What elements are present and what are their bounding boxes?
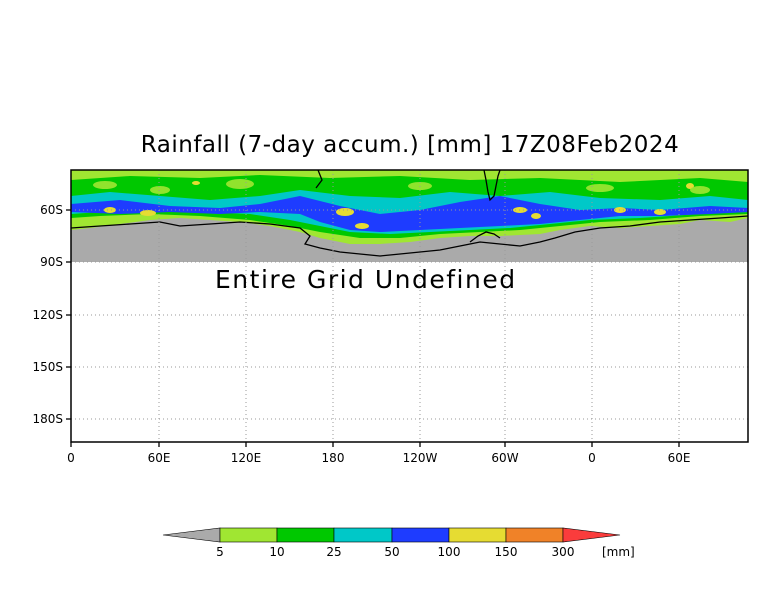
x-tick-label: 180 [322,451,345,465]
x-tick-label: 60W [491,451,518,465]
x-tick-label: 0 [588,451,596,465]
rain-speckle [93,179,710,194]
colorbar-upper-triangle [562,527,621,543]
x-tick-label: 60E [668,451,691,465]
x-tick-label: 60E [148,451,171,465]
antarctic-peninsula [469,231,501,243]
x-tick-label: 120E [231,451,262,465]
y-tick-label: 150S [32,360,63,374]
colorbar-unit-label: [mm] [602,545,635,559]
new-zealand-coastline [315,170,323,189]
colorbar-tick-label: 150 [495,545,518,559]
colorbar-tick-label: 10 [269,545,284,559]
plot-frame [70,169,749,443]
colorbar-tick-label: 25 [326,545,341,559]
undefined-grid-message: Entire Grid Undefined [215,265,517,294]
south-america-coastline [483,170,501,202]
x-axis: 0 60E 120E 180 120W 60W 0 60E [67,442,690,465]
y-tick-label: 180S [32,412,63,426]
rain-spots-heavy [104,181,694,229]
colorbar-swatch [219,527,278,543]
colorbar-swatch [448,527,507,543]
antarctica-coastline [71,215,748,257]
colorbar-swatch [276,527,335,543]
x-tick-label: 120W [403,451,438,465]
y-axis: 60S 90S 120S 150S 180S [32,203,71,426]
colorbar-tick-label: 100 [438,545,461,559]
coastlines [71,170,748,257]
gridlines [70,170,748,442]
colorbar-lower-triangle [162,527,221,543]
colorbar-swatch [391,527,450,543]
y-tick-label: 90S [40,255,63,269]
y-tick-label: 60S [40,203,63,217]
rainfall-field [71,170,748,244]
colorbar-tick-label: 50 [384,545,399,559]
colorbar-tick-label: 5 [216,545,224,559]
colorbar-swatch [505,527,564,543]
colorbar-legend: 5 10 25 50 100 150 300 [mm] [162,527,635,559]
y-tick-label: 120S [32,308,63,322]
colorbar-swatch [333,527,393,543]
x-tick-label: 0 [67,451,75,465]
chart-title: Rainfall (7-day accum.) [mm] 17Z08Feb202… [140,132,680,158]
rain-band-blue [71,196,748,232]
colorbar-tick-label: 300 [552,545,575,559]
